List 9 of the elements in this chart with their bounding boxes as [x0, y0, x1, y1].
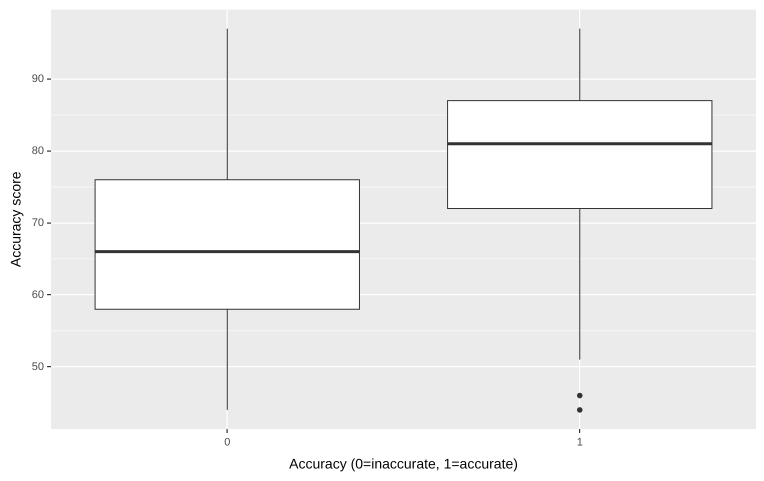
- y-tick-label: 70: [32, 216, 44, 229]
- y-tick-label: 90: [32, 73, 44, 86]
- y-tick-label: 80: [32, 144, 44, 157]
- x-axis-title: Accuracy (0=inaccurate, 1=accurate): [289, 455, 518, 472]
- y-tick-label: 60: [32, 288, 44, 301]
- x-tick-label: 1: [576, 436, 583, 449]
- y-tick-label: 50: [32, 360, 44, 373]
- x-tick-label: 0: [224, 436, 230, 449]
- y-axis-title: Accuracy score: [7, 171, 24, 268]
